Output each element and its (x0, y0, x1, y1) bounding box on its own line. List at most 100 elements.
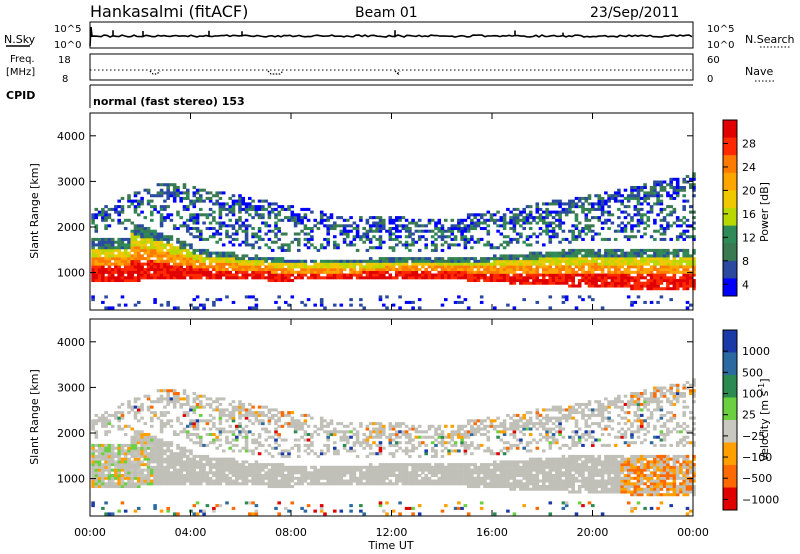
power-cell (251, 270, 255, 274)
power-cell (656, 287, 660, 291)
power-cell (617, 268, 621, 272)
power-cell (577, 259, 582, 263)
power-cell (581, 254, 585, 258)
velocity-cell (225, 457, 229, 461)
power-cell (669, 237, 673, 241)
power-cell (385, 259, 389, 263)
power-cell (470, 270, 474, 274)
power-cell (633, 251, 638, 255)
velocity-cell (378, 463, 383, 467)
velocity-cell (192, 471, 197, 475)
velocity-cell (195, 441, 200, 445)
power-cell (597, 273, 602, 277)
power-cell (254, 240, 259, 244)
velocity-cell (114, 416, 118, 420)
power-cell (189, 268, 193, 272)
velocity-cell (94, 465, 99, 469)
power-cell (303, 265, 308, 269)
velocity-cell (114, 463, 118, 467)
power-cell (123, 262, 128, 266)
power-cell (284, 232, 288, 236)
power-cell (267, 265, 272, 269)
power-cell (535, 273, 540, 277)
power-cell (581, 265, 585, 269)
velocity-cell (143, 454, 148, 458)
power-cell (123, 243, 128, 247)
velocity-cell (169, 389, 174, 393)
velocity-cell (202, 509, 206, 513)
velocity-cell (368, 474, 373, 478)
velocity-cell (355, 465, 360, 469)
velocity-cell (202, 474, 206, 478)
velocity-cell (382, 509, 386, 513)
power-cell (104, 279, 108, 283)
power-cell (117, 240, 121, 244)
power-cell (656, 279, 660, 283)
power-cell (636, 265, 641, 269)
velocity-cell (378, 435, 383, 439)
power-cell (352, 259, 357, 263)
power-cell (333, 224, 337, 228)
power-cell (532, 257, 536, 261)
power-cell (133, 279, 138, 283)
power-cell (120, 221, 125, 225)
power-cell (682, 265, 686, 269)
velocity-cell (254, 413, 259, 417)
velocity-cell (140, 430, 144, 434)
power-cell (365, 270, 370, 274)
power-cell (453, 224, 458, 228)
velocity-cell (382, 468, 386, 472)
power-cell (94, 216, 99, 220)
power-cell (231, 265, 236, 269)
power-cell (591, 298, 595, 302)
velocity-cell (378, 441, 383, 445)
velocity-cell (362, 476, 366, 480)
power-cell (457, 221, 461, 225)
velocity-cell (257, 433, 262, 437)
power-cell (499, 273, 504, 277)
power-cell (564, 298, 569, 302)
power-cell (143, 229, 148, 233)
power-cell (646, 284, 651, 288)
velocity-cell (290, 485, 295, 489)
power-cell (522, 257, 526, 261)
power-cell (146, 257, 151, 261)
power-cell (620, 284, 624, 288)
power-cell (257, 246, 262, 250)
velocity-cell (172, 392, 177, 396)
power-cell (150, 246, 154, 250)
velocity-cell (251, 449, 255, 453)
power-cell (522, 227, 526, 231)
power-cell (672, 281, 677, 285)
velocity-cell (391, 468, 396, 472)
velocity-cell (316, 479, 321, 483)
power-cell (310, 235, 314, 239)
power-cell (333, 273, 337, 277)
power-cell (408, 268, 412, 272)
velocity-cell (251, 482, 255, 486)
power-cell (620, 251, 624, 255)
power-cell (192, 191, 197, 195)
power-cell (326, 265, 330, 269)
power-cell (186, 191, 190, 195)
power-cell (199, 268, 203, 272)
power-cell (636, 259, 641, 263)
power-cell (355, 248, 360, 252)
power-cell (604, 254, 608, 258)
power-cell (267, 237, 272, 241)
velocity-cell (228, 416, 232, 420)
power-cell (558, 221, 562, 225)
power-cell (120, 254, 125, 258)
power-cell (319, 262, 324, 266)
velocity-cell (205, 457, 210, 461)
power-cell (548, 237, 553, 241)
power-cell (127, 243, 131, 247)
power-cell (476, 213, 481, 217)
power-cell (538, 281, 543, 285)
velocity-cell (127, 468, 131, 472)
velocity-cell (235, 468, 239, 472)
power-cell (512, 259, 517, 263)
velocity-cell (114, 476, 118, 480)
power-cell (682, 237, 686, 241)
colorbar-swatch (723, 278, 737, 297)
